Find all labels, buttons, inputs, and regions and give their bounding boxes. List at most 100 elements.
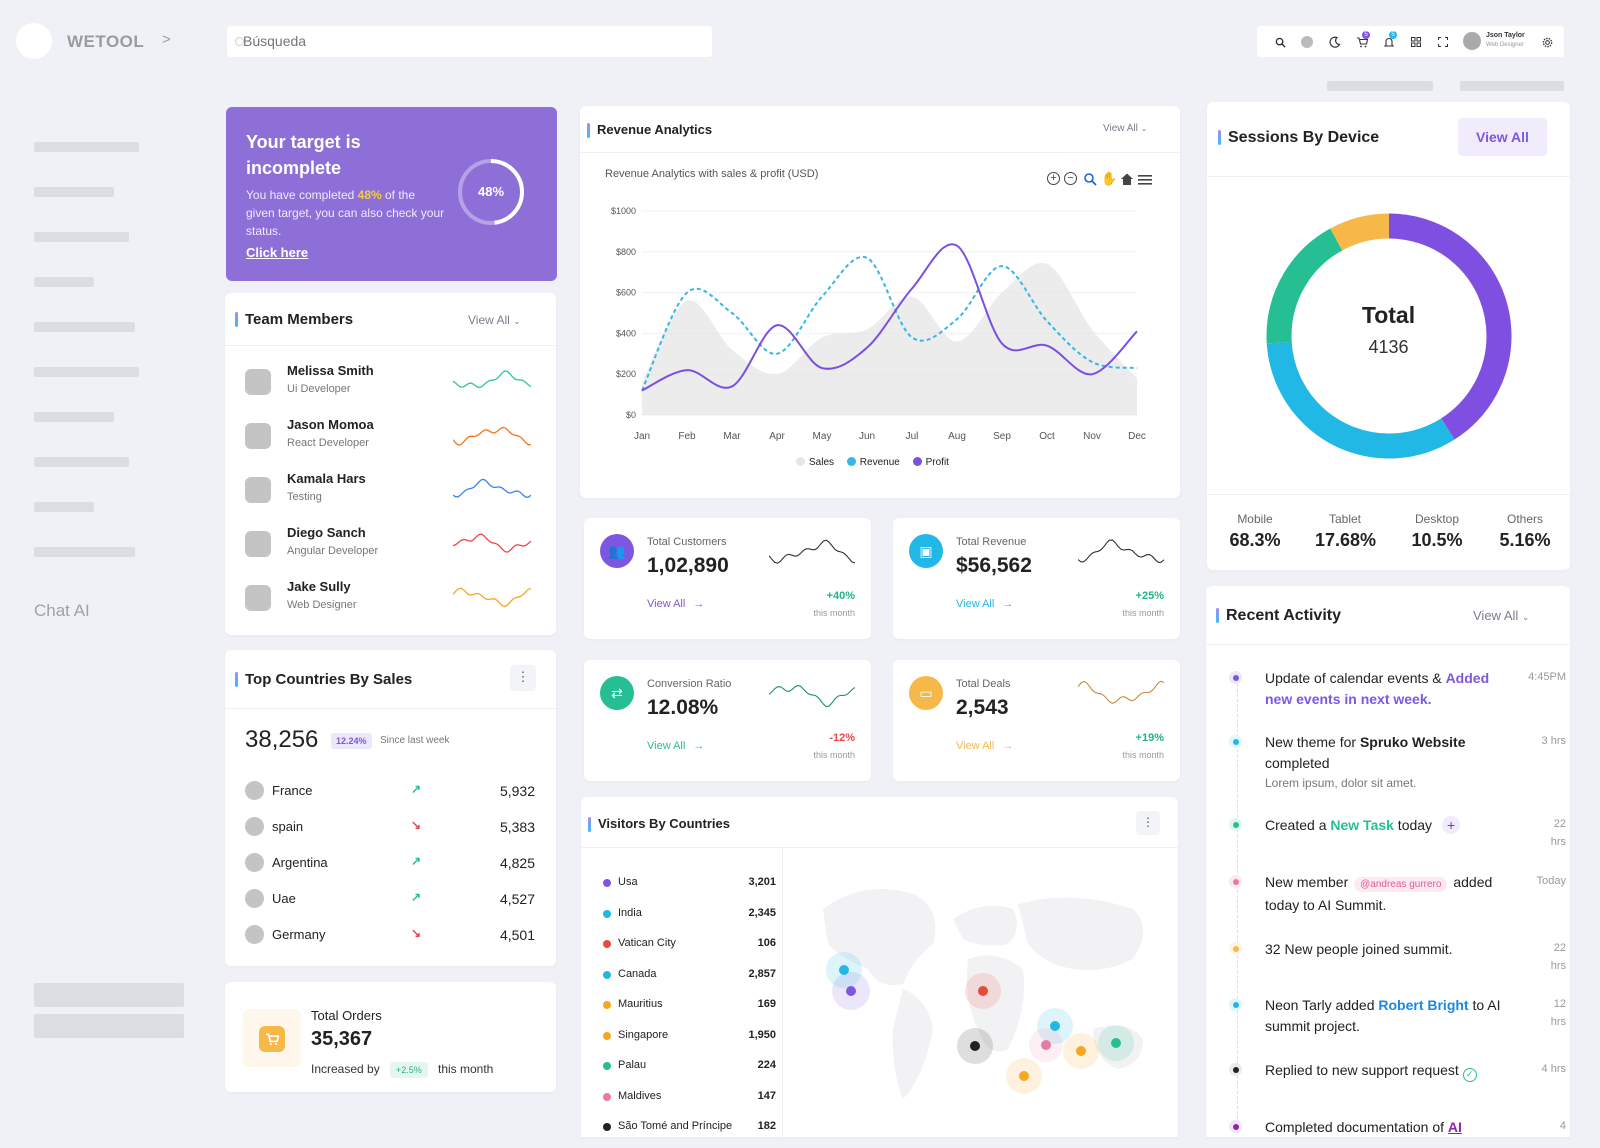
visitor-row[interactable]: Canada 2,857: [601, 967, 776, 983]
country-row[interactable]: Germany ↘ 4,501: [245, 924, 535, 948]
y-tick-label: $0: [626, 410, 636, 420]
sidebar-footer-block[interactable]: [34, 983, 184, 1007]
fullscreen-icon[interactable]: [1435, 34, 1451, 50]
chevron-right-icon[interactable]: >: [162, 31, 171, 48]
team-member-row[interactable]: Diego Sanch Angular Developer: [245, 525, 535, 571]
legend-revenue[interactable]: Revenue: [859, 457, 900, 468]
sidebar-item[interactable]: [34, 412, 114, 422]
world-map: [823, 889, 1143, 1099]
visitor-value: 2,857: [748, 967, 776, 980]
visitor-row[interactable]: Usa 3,201: [601, 875, 776, 891]
target-link[interactable]: Click here: [246, 245, 309, 260]
more-options-button[interactable]: ⋮: [510, 665, 536, 691]
chart-menu-icon[interactable]: [1138, 173, 1152, 191]
visitor-row[interactable]: Palau 224: [601, 1058, 776, 1074]
zoom-out-icon[interactable]: −: [1064, 172, 1077, 185]
avatar: [245, 585, 271, 611]
sidebar-item[interactable]: [34, 547, 135, 557]
activity-time: Today: [1536, 875, 1566, 887]
bell-icon[interactable]: 5: [1381, 31, 1397, 50]
avatar: [245, 423, 271, 449]
revenue-view-all[interactable]: View All ⌄: [1103, 123, 1148, 134]
stat-view-all-link[interactable]: View All →: [956, 740, 1014, 752]
search-input[interactable]: [243, 30, 703, 52]
donut-segment-others[interactable]: [1266, 213, 1512, 459]
sessions-view-all-button[interactable]: View All: [1458, 118, 1547, 156]
sidebar-item[interactable]: [34, 232, 129, 242]
visitor-row[interactable]: Maldives 147: [601, 1089, 776, 1105]
legend-profit[interactable]: Profit: [925, 457, 949, 468]
member-tag[interactable]: @andreas gurrero: [1354, 877, 1448, 892]
member-sparkline: [453, 426, 531, 446]
add-icon[interactable]: +: [1442, 816, 1461, 834]
legend-sales[interactable]: Sales: [809, 457, 835, 468]
logo-circle: [16, 23, 52, 59]
team-member-row[interactable]: Jason Momoa React Developer: [245, 417, 535, 463]
member-sparkline: [453, 370, 531, 389]
stat-card: 👥 Total Customers 1,02,890 View All → +40% thi…: [584, 518, 871, 639]
visitor-row[interactable]: India 2,345: [601, 906, 776, 922]
timeline-dot: [1229, 818, 1242, 831]
visitor-row[interactable]: Vatican City 106: [601, 936, 776, 952]
stat-value: $56,562: [956, 554, 1032, 577]
donut-segment-desktop[interactable]: [1266, 213, 1512, 459]
country-row[interactable]: spain ↘ 5,383: [245, 816, 535, 840]
search-icon[interactable]: [1272, 34, 1288, 50]
stat-view-all-link[interactable]: View All →: [647, 598, 705, 610]
visitor-row[interactable]: Mauritius 169: [601, 997, 776, 1013]
activity-time: 22 hrs: [1550, 818, 1566, 848]
header-placeholder: [1460, 81, 1564, 91]
user-name[interactable]: Json Taylor: [1486, 32, 1525, 39]
sidebar-item[interactable]: [34, 187, 114, 197]
donut-total-label: Total: [1361, 302, 1416, 328]
cart-icon[interactable]: 5: [1354, 31, 1370, 50]
activity-view-all[interactable]: View All ⌄: [1473, 608, 1530, 623]
apps-grid-icon[interactable]: [1408, 34, 1424, 50]
brand-name[interactable]: WETOOL: [67, 32, 145, 51]
country-row[interactable]: Argentina ↗ 4,825: [245, 852, 535, 876]
activity-item: New theme for Spruko Website completed Lo…: [1226, 732, 1566, 802]
pan-hand-icon[interactable]: ✋: [1101, 171, 1118, 186]
activity-link[interactable]: Robert Bright: [1378, 997, 1469, 1013]
sidebar-item-chat-ai[interactable]: Chat AI: [34, 601, 90, 620]
visitor-country: India: [618, 906, 642, 919]
gear-icon[interactable]: [1539, 34, 1555, 50]
map-marker-usa: [832, 972, 870, 1010]
sessions-title: Sessions By Device: [1217, 129, 1380, 146]
sidebar-item[interactable]: [34, 367, 139, 377]
team-view-all[interactable]: View All ⌄: [468, 313, 521, 327]
activity-time: 12 hrs: [1550, 998, 1566, 1028]
visitor-row[interactable]: Singapore 1,950: [601, 1028, 776, 1044]
team-member-row[interactable]: Kamala Hars Testing: [245, 471, 535, 517]
more-options-button[interactable]: ⋮: [1136, 811, 1160, 835]
sidebar-item[interactable]: [34, 457, 129, 467]
moon-icon[interactable]: [1327, 34, 1343, 50]
sidebar-item[interactable]: [34, 502, 94, 512]
country-row[interactable]: France ↗ 5,932: [245, 780, 535, 804]
sidebar-item[interactable]: [34, 142, 139, 152]
trend-up-icon: ↗: [411, 890, 422, 904]
reset-home-icon[interactable]: [1120, 172, 1134, 191]
language-flag-icon[interactable]: [1301, 36, 1313, 48]
sidebar-item[interactable]: [34, 322, 135, 332]
search-bar[interactable]: [227, 26, 712, 57]
avatar[interactable]: [1463, 32, 1481, 50]
country-row[interactable]: Uae ↗ 4,527: [245, 888, 535, 912]
team-member-row[interactable]: Jake Sully Web Designer: [245, 579, 535, 625]
stat-view-all-link[interactable]: View All →: [956, 598, 1014, 610]
activity-link[interactable]: AI: [1447, 1119, 1462, 1135]
stat-view-all-link[interactable]: View All →: [647, 740, 705, 752]
stat-change: -12%: [829, 732, 855, 744]
zoom-in-icon[interactable]: +: [1047, 172, 1060, 185]
country-value: 4,501: [499, 927, 535, 943]
trend-up-icon: ↗: [411, 854, 422, 868]
donut-segment-tablet[interactable]: [1266, 213, 1512, 459]
visitor-row[interactable]: São Tomé and Príncipe 182: [601, 1119, 776, 1135]
team-member-row[interactable]: Melissa Smith Ui Developer: [245, 363, 535, 409]
trend-down-icon: ↘: [411, 926, 422, 940]
activity-link[interactable]: New Task: [1330, 817, 1394, 833]
selection-zoom-icon[interactable]: [1083, 172, 1097, 191]
activity-link[interactable]: Added new events in next week.: [1265, 670, 1490, 707]
sidebar-item[interactable]: [34, 277, 94, 287]
sidebar-footer-block[interactable]: [34, 1014, 184, 1038]
